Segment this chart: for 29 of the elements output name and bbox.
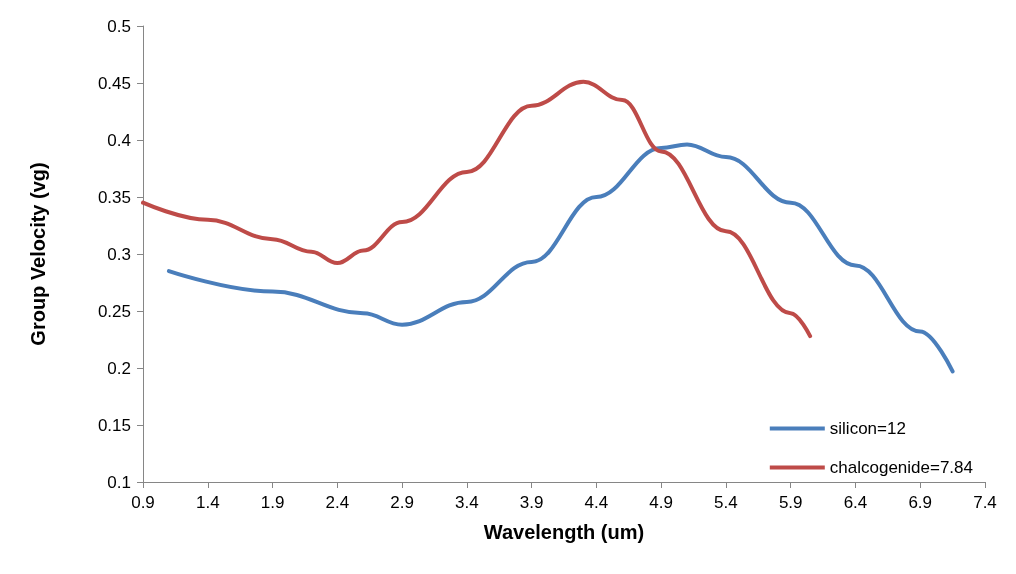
x-tick-label: 2.9 — [390, 493, 414, 512]
y-tick-label: 0.3 — [107, 244, 131, 264]
x-tick-label: 6.9 — [908, 493, 933, 512]
y-tick-label: 0.2 — [107, 358, 131, 378]
y-tick-label: 0.5 — [107, 16, 131, 36]
x-tick-label: 4.9 — [649, 493, 673, 512]
x-tick-label: 3.4 — [455, 493, 479, 512]
x-tick-label: 7.4 — [973, 493, 997, 512]
x-tick-label: 1.4 — [195, 493, 220, 512]
line-series — [166, 142, 955, 374]
x-tick-label: 4.4 — [584, 493, 609, 512]
x-tick-label: 5.4 — [714, 493, 738, 512]
y-tick-label: 0.25 — [97, 301, 131, 321]
line-series — [141, 79, 813, 339]
x-tick-label: 1.9 — [260, 493, 285, 512]
x-tick-label: 0.9 — [131, 493, 155, 512]
x-tick-label: 5.9 — [778, 493, 803, 512]
y-tick-label: 0.45 — [97, 73, 131, 93]
x-axis-title: Wavelength (um) — [483, 521, 645, 543]
y-tick-label: 0.4 — [107, 130, 131, 150]
x-tick-label: 3.9 — [519, 493, 544, 512]
y-axis-title: Group Velocity (vg) — [27, 162, 49, 346]
legend-label: silicon=12 — [829, 419, 906, 438]
y-tick-label: 0.35 — [97, 187, 131, 207]
y-tick-label: 0.15 — [97, 415, 131, 435]
x-tick-label: 6.4 — [843, 493, 868, 512]
y-tick-label: 0.1 — [107, 472, 131, 492]
x-tick-label: 2.4 — [325, 493, 350, 512]
legend-label: chalcogenide=7.84 — [829, 458, 974, 477]
